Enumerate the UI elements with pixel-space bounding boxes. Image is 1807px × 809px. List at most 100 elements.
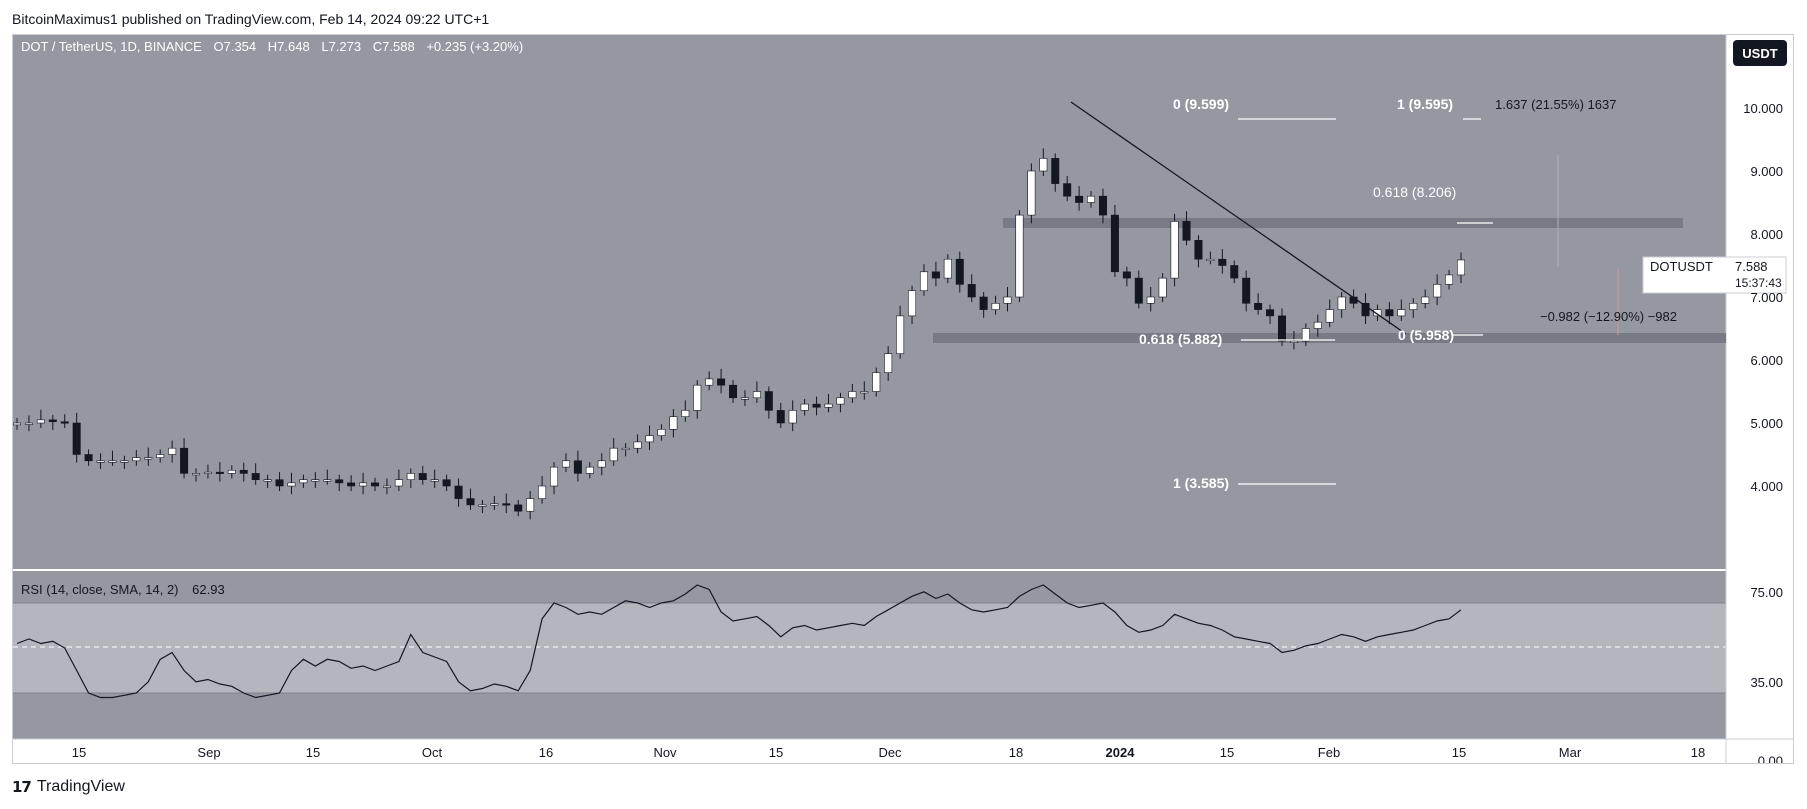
candle[interactable]	[1397, 309, 1406, 317]
candle[interactable]	[812, 403, 821, 408]
candle[interactable]	[24, 422, 33, 425]
candle[interactable]	[943, 258, 952, 279]
candle[interactable]	[1373, 309, 1382, 317]
candle[interactable]	[1098, 195, 1107, 216]
candle[interactable]	[382, 485, 391, 488]
candle[interactable]	[1242, 277, 1251, 304]
candle[interactable]	[705, 378, 714, 386]
candle[interactable]	[239, 469, 248, 474]
candle[interactable]	[538, 485, 547, 499]
candle[interactable]	[251, 473, 260, 480]
candle[interactable]	[1027, 170, 1036, 216]
candle[interactable]	[72, 422, 81, 455]
candle[interactable]	[633, 441, 642, 449]
candle[interactable]	[1170, 221, 1179, 279]
candle[interactable]	[740, 397, 749, 400]
candle[interactable]	[1063, 183, 1072, 197]
candle[interactable]	[490, 503, 499, 506]
candle[interactable]	[1218, 258, 1227, 266]
candle[interactable]	[144, 457, 153, 460]
currency-badge[interactable]	[1733, 40, 1787, 66]
candle[interactable]	[848, 391, 857, 399]
candle[interactable]	[347, 482, 356, 487]
candle[interactable]	[1385, 309, 1394, 317]
candle[interactable]	[526, 498, 535, 512]
candle[interactable]	[1230, 265, 1239, 279]
candle[interactable]	[967, 284, 976, 298]
candle[interactable]	[359, 482, 368, 487]
candle[interactable]	[1421, 296, 1430, 304]
candle[interactable]	[1158, 277, 1167, 298]
price-plot-area[interactable]	[13, 35, 1726, 570]
candle[interactable]	[215, 471, 224, 474]
candle[interactable]	[13, 422, 21, 426]
support-zone[interactable]	[933, 333, 1726, 343]
candle[interactable]	[979, 296, 988, 310]
candle[interactable]	[729, 384, 738, 399]
candle[interactable]	[1015, 214, 1024, 298]
descending-trendline[interactable]	[1070, 101, 1407, 335]
candle[interactable]	[788, 410, 797, 424]
candle[interactable]	[1003, 296, 1012, 304]
candle[interactable]	[955, 258, 964, 285]
candle[interactable]	[669, 416, 678, 430]
candle[interactable]	[371, 482, 380, 487]
candle[interactable]	[1075, 195, 1084, 203]
candle[interactable]	[108, 460, 117, 463]
candle[interactable]	[884, 353, 893, 373]
candle[interactable]	[681, 410, 690, 417]
candle[interactable]	[1194, 240, 1203, 260]
candle[interactable]	[84, 454, 93, 462]
candle[interactable]	[1146, 296, 1155, 304]
candle[interactable]	[931, 271, 940, 279]
price-chart[interactable]: 0 (9.599) 1 (9.595) 0.618 (8.206) 0.618 …	[13, 35, 1793, 769]
candle[interactable]	[132, 457, 141, 462]
candle[interactable]	[1409, 302, 1418, 310]
candle[interactable]	[1361, 302, 1370, 317]
candle[interactable]	[1277, 315, 1286, 342]
candle[interactable]	[1087, 195, 1096, 203]
candle[interactable]	[120, 460, 129, 463]
candle[interactable]	[299, 479, 308, 484]
candle[interactable]	[203, 471, 212, 474]
candle[interactable]	[1445, 274, 1454, 285]
candle[interactable]	[752, 391, 761, 399]
candle[interactable]	[1039, 158, 1048, 172]
candle[interactable]	[609, 447, 618, 462]
candle[interactable]	[1289, 340, 1298, 343]
candle[interactable]	[466, 498, 475, 506]
candle[interactable]	[896, 315, 905, 354]
candle[interactable]	[1134, 277, 1143, 304]
candle[interactable]	[454, 485, 463, 499]
candle[interactable]	[585, 466, 594, 474]
candle[interactable]	[800, 403, 809, 411]
candle[interactable]	[60, 421, 69, 424]
candle[interactable]	[36, 419, 45, 424]
candle[interactable]	[48, 419, 57, 423]
candle[interactable]	[1266, 309, 1275, 317]
candle[interactable]	[1457, 259, 1465, 276]
candle[interactable]	[442, 479, 451, 487]
candle[interactable]	[573, 460, 582, 474]
candle[interactable]	[1337, 296, 1346, 310]
candle[interactable]	[430, 479, 439, 482]
candle[interactable]	[764, 391, 773, 411]
candle[interactable]	[824, 403, 833, 408]
candle[interactable]	[860, 391, 869, 394]
candle[interactable]	[192, 473, 201, 476]
candle[interactable]	[514, 504, 523, 512]
candle[interactable]	[919, 271, 928, 292]
candle[interactable]	[693, 384, 702, 411]
candle[interactable]	[418, 473, 427, 480]
resistance-zone[interactable]	[1003, 218, 1683, 228]
candle[interactable]	[908, 290, 917, 317]
candle[interactable]	[156, 454, 165, 458]
candle[interactable]	[1182, 221, 1191, 241]
candle[interactable]	[168, 447, 177, 455]
candle[interactable]	[323, 479, 332, 482]
candle[interactable]	[991, 302, 1000, 310]
candle[interactable]	[311, 479, 320, 482]
candle[interactable]	[180, 447, 189, 474]
candle[interactable]	[1301, 328, 1310, 342]
candle[interactable]	[335, 479, 344, 484]
